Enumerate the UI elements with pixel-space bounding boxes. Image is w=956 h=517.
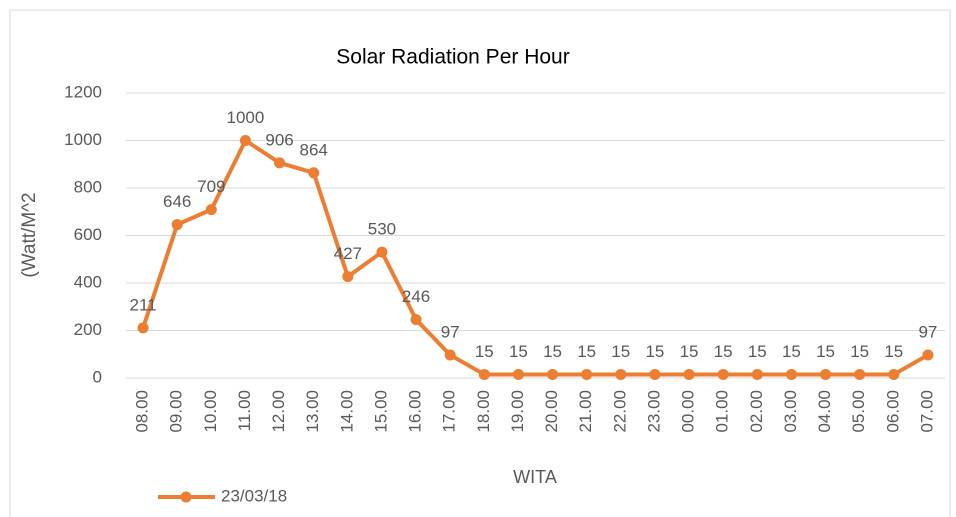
legend-label: 23/03/18 [221,486,287,505]
x-tick-label: 20.00 [542,390,561,433]
data-point [547,368,559,380]
data-label: 15 [543,342,562,361]
x-tick-label: 05.00 [849,390,868,433]
data-label: 97 [918,322,937,341]
x-tick-label: 11.00 [235,390,254,431]
data-point [239,135,251,146]
data-label: 15 [748,342,767,361]
data-point [137,322,149,334]
data-point [649,368,661,380]
data-label: 864 [300,140,328,159]
data-label: 15 [714,342,733,361]
x-tick-label: 17.00 [440,390,459,433]
x-tick-label: 22.00 [610,390,629,433]
data-point [376,246,388,258]
y-tick-label: 0 [93,367,102,386]
data-point [308,167,320,179]
data-label: 427 [334,244,362,263]
data-point [751,368,763,380]
y-tick-label: 200 [74,320,102,339]
series-line [141,138,929,377]
data-label: 530 [368,220,396,239]
data-label: 15 [850,342,869,361]
data-point [274,157,286,169]
x-tick-label: 10.00 [201,390,220,433]
data-point [512,368,524,380]
y-tick-label: 1200 [64,82,102,101]
data-point [785,368,797,380]
data-label: 906 [265,130,293,149]
x-tick-label: 03.00 [781,390,800,433]
data-label: 15 [680,342,699,361]
x-tick-label: 09.00 [167,390,186,433]
data-label: 709 [197,177,225,196]
x-tick-label: 19.00 [508,390,527,433]
data-point [820,368,832,380]
x-tick-label: 18.00 [474,390,493,433]
x-tick-label: 21.00 [576,390,595,433]
data-point [683,368,695,380]
data-label: 15 [475,342,494,361]
x-tick-label: 14.00 [337,390,356,433]
x-tick-label: 00.00 [679,390,698,433]
chart-frame [9,9,951,517]
x-tick-label: 13.00 [303,390,322,433]
y-tick-label: 800 [74,177,102,196]
x-tick-label: 07.00 [917,390,936,433]
x-tick-label: 06.00 [883,390,902,433]
x-axis-title: WITA [513,467,557,487]
data-label: 15 [509,342,528,361]
x-tick-label: 15.00 [371,390,390,433]
data-point [205,204,217,216]
x-tick-label: 02.00 [747,390,766,433]
data-label: 15 [816,342,835,361]
data-point [171,219,183,231]
data-label: 97 [441,322,460,341]
data-label: 15 [611,342,630,361]
x-tick-label: 23.00 [644,390,663,433]
legend-marker [180,491,192,503]
data-label: 15 [577,342,596,361]
data-label: 1000 [227,108,265,127]
data-label: 15 [884,342,903,361]
data-label: 15 [782,342,801,361]
x-tick-label: 16.00 [406,390,425,433]
data-point [888,368,900,380]
y-tick-label: 400 [74,272,102,291]
data-point [922,349,934,361]
data-point [478,368,490,380]
x-tick-label: 04.00 [815,390,834,433]
data-point [581,368,593,380]
y-axis-title: (Watt/M^2 [19,192,40,277]
x-tick-label: 01.00 [713,390,732,433]
data-point [854,368,866,380]
chart-title: Solar Radiation Per Hour [336,46,569,69]
y-tick-label: 1000 [64,130,102,149]
x-tick-label: 08.00 [133,390,152,433]
data-label: 246 [402,287,430,306]
data-point [342,271,354,283]
data-point [444,349,456,361]
data-label: 646 [163,192,191,211]
data-point [615,368,627,380]
data-point [410,314,422,326]
x-tick-label: 12.00 [269,390,288,433]
data-label: 15 [645,342,664,361]
y-tick-label: 600 [74,225,102,244]
data-point [717,368,729,380]
data-label: 211 [130,295,157,314]
